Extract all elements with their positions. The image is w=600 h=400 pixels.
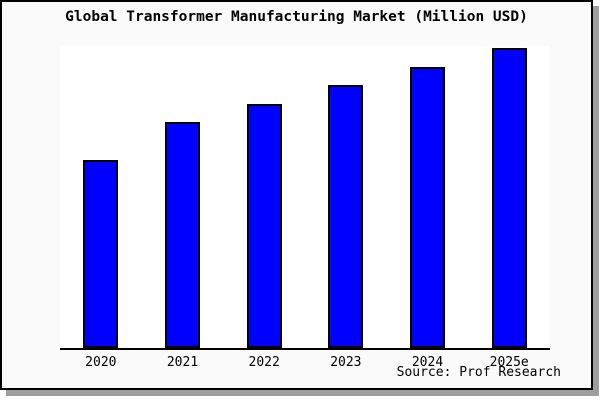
x-tick-label-2020: 2020	[85, 355, 117, 370]
bar-2024	[410, 67, 446, 348]
chart-title: Global Transformer Manufacturing Market …	[65, 9, 528, 25]
bar-2021	[165, 122, 200, 348]
bars-row	[60, 46, 550, 348]
bar-slot-2020	[60, 46, 142, 348]
x-axis-labels: 2020 2021 2022 2023 2024 2025e	[60, 352, 550, 370]
source-note: Source: Prof Research	[396, 365, 561, 380]
bar-slot-2023	[305, 46, 387, 348]
x-tick-label-2023: 2023	[330, 355, 362, 370]
plot-area	[60, 46, 550, 350]
bar-2022	[246, 104, 282, 348]
bar-slot-2021	[142, 46, 224, 348]
bar-2025e	[491, 48, 527, 348]
chart-card: Global Transformer Manufacturing Market …	[0, 0, 593, 390]
bar-2023	[328, 85, 364, 348]
x-tick-label-2021: 2021	[166, 355, 199, 370]
bar-slot-2025e	[468, 46, 550, 348]
x-tick-label-2024: 2024	[411, 355, 444, 370]
x-tick-label-2025e: 2025e	[489, 355, 529, 370]
bar-slot-2024	[387, 46, 469, 348]
bar-slot-2022	[223, 46, 305, 348]
bar-2020	[83, 160, 119, 348]
x-tick-label-2022: 2022	[248, 355, 280, 370]
